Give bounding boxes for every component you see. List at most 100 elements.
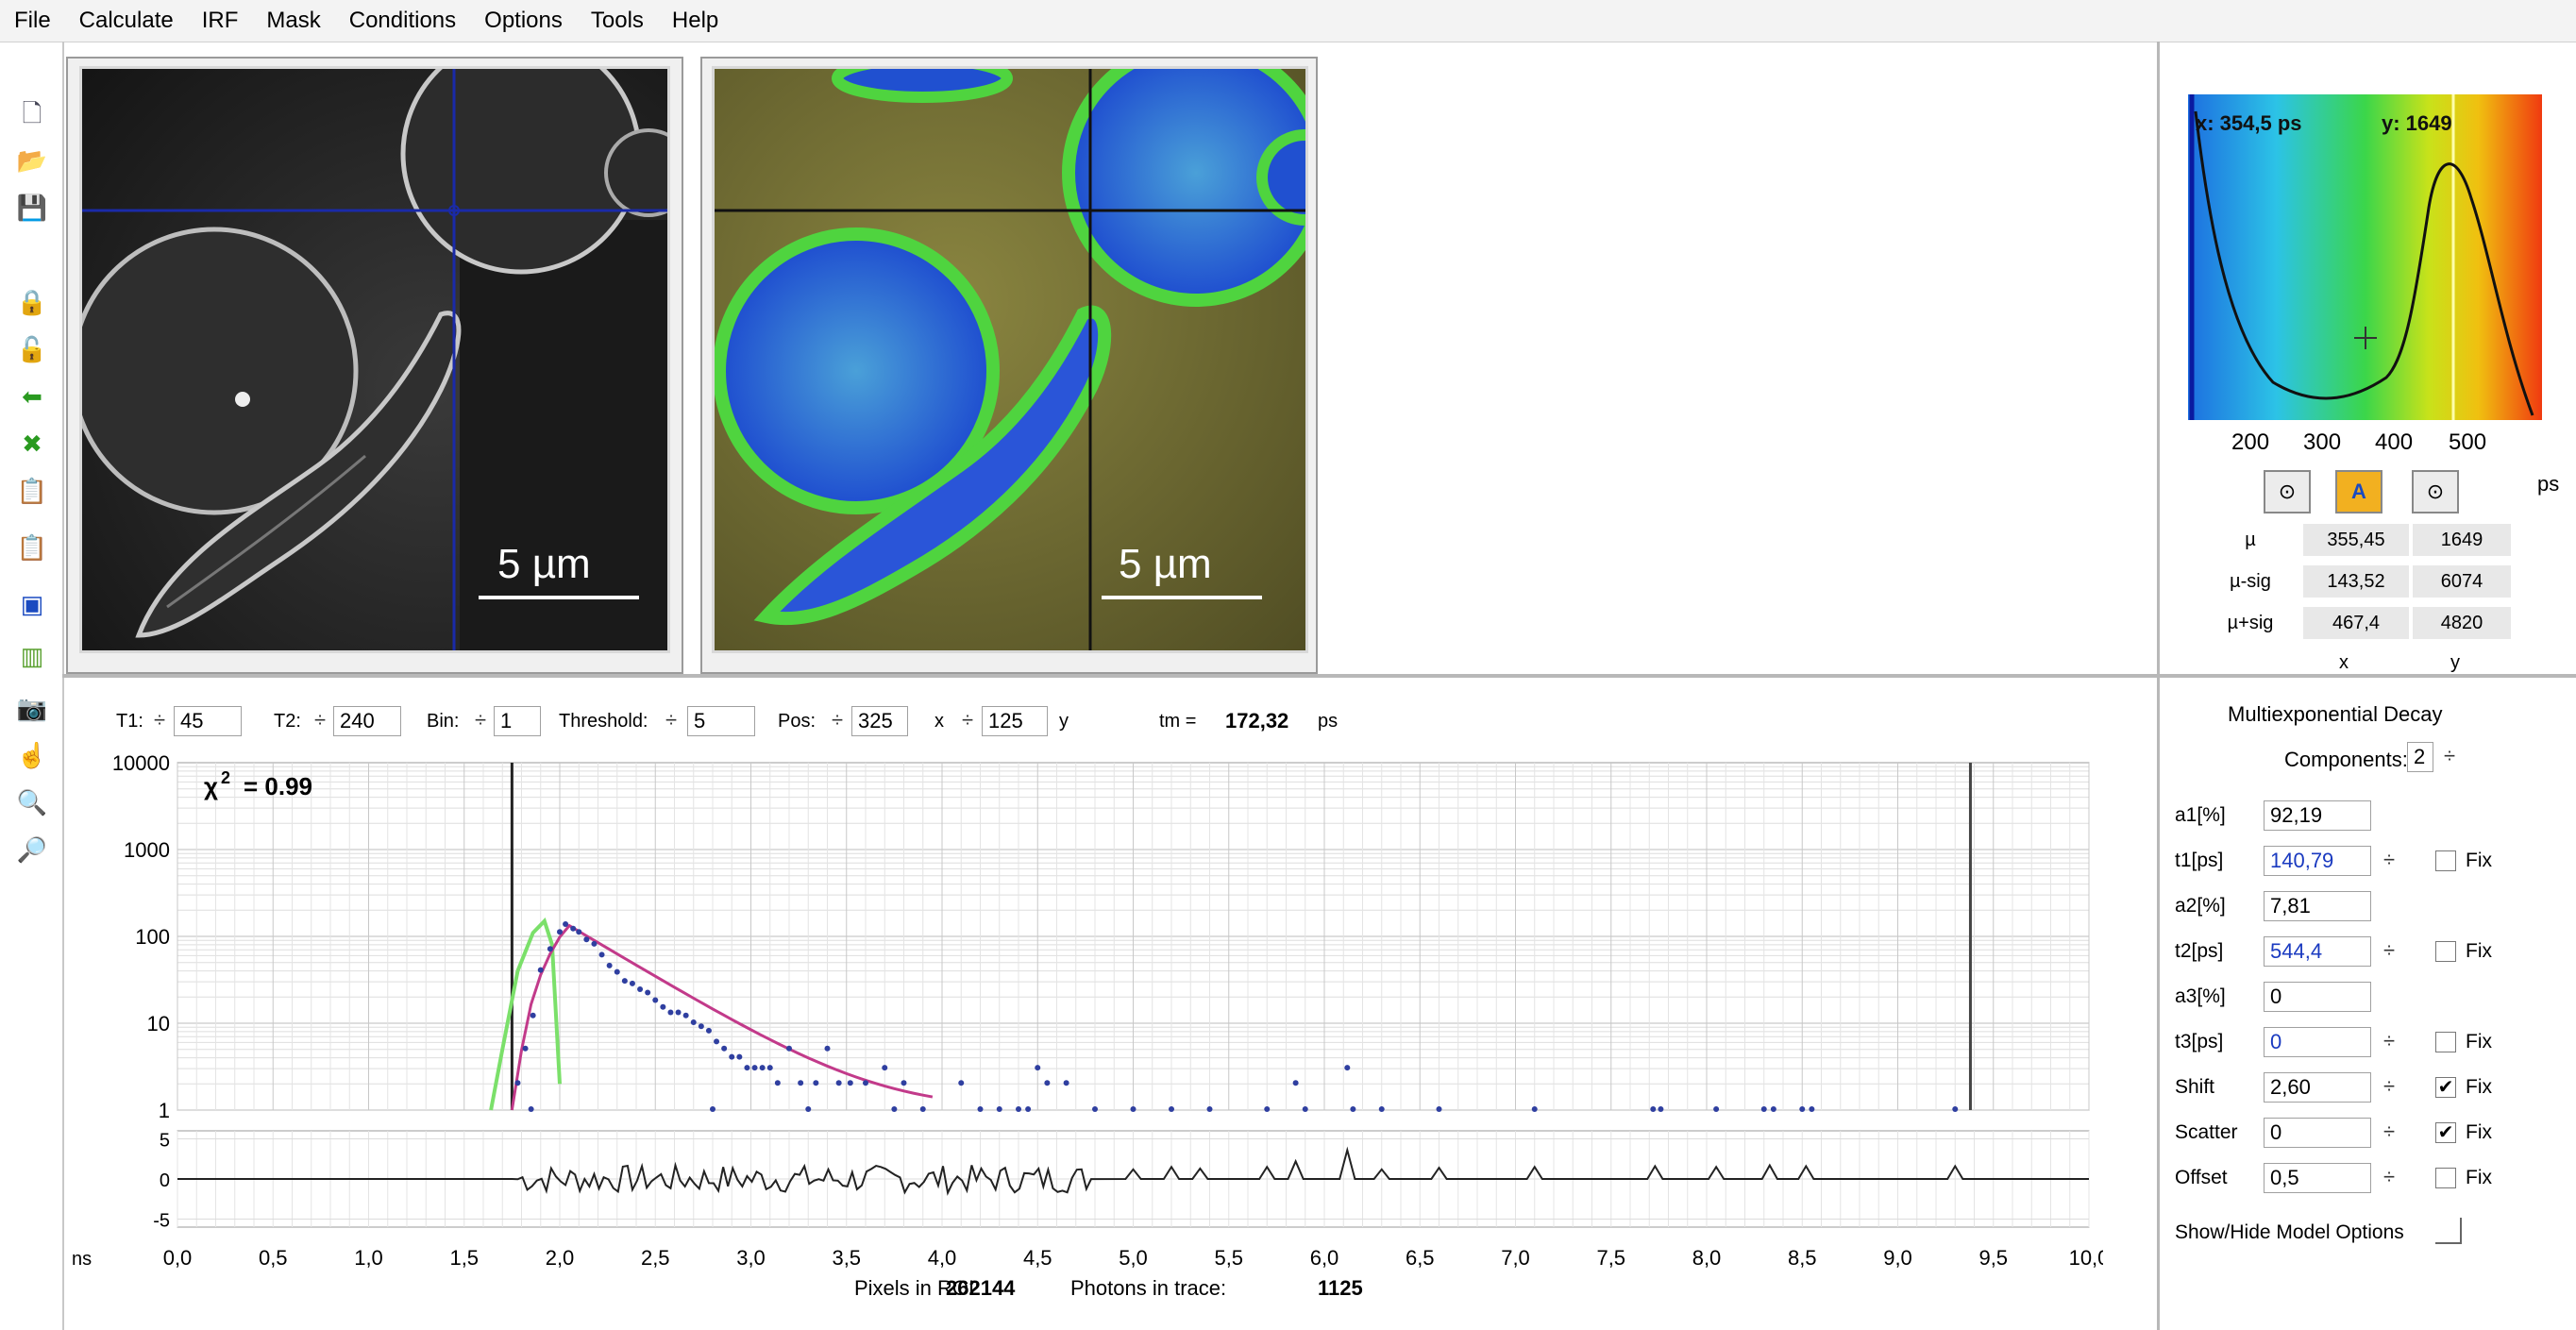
pos-y-stepper[interactable]: ÷ [961,708,974,732]
histogram-x-tick: 300 [2303,429,2342,455]
data-point [645,989,651,996]
data-point [1302,1106,1308,1112]
model-param-label: t2[ps] [2175,940,2224,962]
model-param-field[interactable]: 92,19 [2264,800,2371,831]
reset-range-icon: ⊙ [2426,480,2445,503]
photons-label: Photons in trace: [1070,1276,1227,1300]
bin-field[interactable]: 1 [494,706,541,736]
threshold-field[interactable]: 5 [687,706,755,736]
menu-conditions[interactable]: Conditions [348,8,457,33]
bin-stepper[interactable]: ÷ [474,708,487,732]
residual-curve [177,1146,2089,1196]
lock-icon[interactable]: 🔒 [16,288,48,316]
model-param-field[interactable]: 2,60 [2264,1072,2371,1103]
menu-mask[interactable]: Mask [266,8,321,33]
camera-icon[interactable]: 📷 [16,694,48,722]
model-param-stepper[interactable]: ÷ [2382,938,2396,962]
data-point [705,1027,712,1034]
menu-bar: File Calculate IRF Mask Conditions Options Too… [0,0,2576,42]
lifetime-image[interactable]: 5 µm [712,66,1308,653]
fix-checkbox[interactable] [2435,1032,2456,1052]
intensity-image[interactable]: 5 µm [79,66,670,653]
fix-checkbox[interactable]: ✔ [2435,1077,2456,1098]
auto-scale-button[interactable]: A [2335,470,2382,513]
decay-chart[interactable]: 10000 1000 100 10 1 χ 2 = 0.99 5 0 -5 0,0 0,5 1,0 1,5 2… [64,746,2103,1274]
clipboard-paste-icon[interactable]: 📋 [16,533,48,562]
components-stepper[interactable]: ÷ [2443,744,2456,767]
model-param-field[interactable]: 544,4 [2264,936,2371,967]
data-point [798,1080,804,1086]
pos-x-stepper[interactable]: ÷ [831,708,844,732]
tm-label: tm = [1159,711,1197,732]
model-param-stepper[interactable]: ÷ [2382,1029,2396,1052]
decay-x-tick: 10,0 [2069,1246,2103,1270]
model-param-stepper[interactable]: ÷ [2382,1165,2396,1188]
pos-x-field[interactable]: 325 [851,706,908,736]
decay-x-tick: 5,0 [1119,1246,1148,1270]
data-point [667,1009,674,1016]
model-param-field[interactable]: 0 [2264,1118,2371,1148]
t1-field[interactable]: 45 [174,706,242,736]
model-param-stepper[interactable]: ÷ [2382,848,2396,871]
zoom-out-icon[interactable]: 🔎 [16,835,48,864]
menu-help[interactable]: Help [671,8,719,33]
arrow-cross-icon[interactable]: ✖ [22,429,42,458]
model-param-field[interactable]: 0 [2264,982,2371,1012]
clipboard-copy-icon[interactable]: 📋 [16,477,48,505]
fix-label: Fix [2466,940,2492,962]
histogram-reset-button[interactable]: ⊙ [2412,470,2459,513]
zoom-range-icon: ⊙ [2278,480,2297,503]
histogram-x-tick: 200 [2231,429,2270,455]
data-point [901,1080,907,1086]
decay-x-tick: 4,5 [1023,1246,1052,1270]
data-point [563,921,569,928]
t2-stepper[interactable]: ÷ [313,708,327,732]
lifetime-histogram[interactable]: x: 354,5 ps y: 1649 [2188,94,2542,420]
column-select-icon[interactable]: ▥ [20,642,44,670]
model-param-label: Offset [2175,1167,2228,1188]
pointer-hand-icon[interactable]: ☝ [16,741,48,769]
histogram-x-tick: 500 [2449,429,2487,455]
decay-x-tick: 7,5 [1596,1246,1625,1270]
model-param-field[interactable]: 0,5 [2264,1163,2371,1193]
menu-calculate[interactable]: Calculate [78,8,174,33]
select-region-icon[interactable]: ▣ [20,590,44,618]
scale-bar-label: 5 µm [497,541,591,587]
data-point [882,1065,888,1071]
model-param-field[interactable]: 0 [2264,1027,2371,1057]
arrow-left-icon[interactable]: ⬅ [22,382,42,411]
histogram-zoom-button[interactable]: ⊙ [2264,470,2311,513]
decay-x-tick: 8,0 [1692,1246,1722,1270]
unlock-icon[interactable]: 🔓 [16,335,48,363]
menu-options[interactable]: Options [484,8,563,33]
fix-checkbox[interactable] [2435,941,2456,962]
open-folder-icon[interactable]: 📂 [16,146,48,175]
pos-label: Pos: [778,711,817,732]
histogram-x-unit: ps [2537,472,2560,496]
t1-stepper[interactable]: ÷ [153,708,166,732]
menu-file[interactable]: File [14,8,51,33]
fix-checkbox[interactable] [2435,1168,2456,1188]
components-field[interactable]: 2 [2407,742,2433,772]
pos-y-field[interactable]: 125 [982,706,1048,736]
menu-irf[interactable]: IRF [201,8,239,33]
new-file-icon[interactable]: 🗋 [22,99,42,127]
fix-checkbox[interactable]: ✔ [2435,1122,2456,1143]
data-point [1035,1065,1041,1071]
t2-field[interactable]: 240 [333,706,401,736]
show-hide-model-options-button[interactable] [2435,1218,2462,1244]
save-icon[interactable]: 💾 [16,194,48,222]
data-point [1169,1106,1174,1112]
model-param-field[interactable]: 7,81 [2264,891,2371,921]
chi-squared-exponent: 2 [221,768,230,787]
model-param-stepper[interactable]: ÷ [2382,1074,2396,1098]
threshold-stepper[interactable]: ÷ [665,708,678,732]
fix-checkbox[interactable] [2435,850,2456,871]
zoom-in-icon[interactable]: 🔍 [16,788,48,817]
data-point [522,1045,529,1052]
model-param-field[interactable]: 140,79 [2264,846,2371,876]
model-param-stepper[interactable]: ÷ [2382,1120,2396,1143]
threshold-label: Threshold: [559,711,648,732]
chi-squared-value: = 0.99 [244,772,312,800]
menu-tools[interactable]: Tools [590,8,644,33]
